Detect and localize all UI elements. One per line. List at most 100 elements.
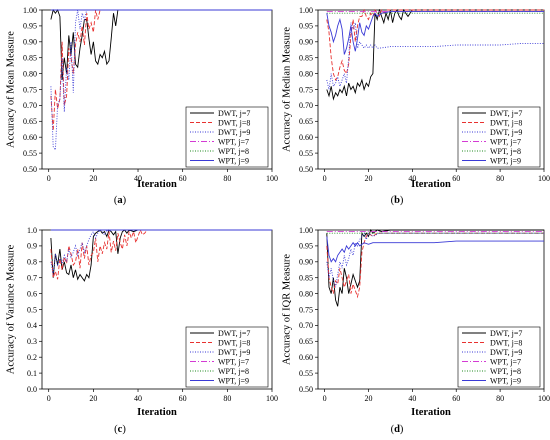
x-tick-label: 80 — [496, 394, 504, 403]
y-tick-label: 0.7 — [27, 274, 37, 283]
y-tick-label: 0.60 — [299, 133, 313, 142]
x-tick-label: 80 — [223, 174, 231, 183]
x-tick-label: 20 — [364, 394, 372, 403]
y-tick-label: 0.50 — [299, 385, 313, 394]
y-axis-label: Accuracy of Mean Measure — [5, 31, 16, 148]
legend-label: WPT, j=8 — [218, 147, 249, 156]
x-tick-label: 60 — [452, 174, 460, 183]
series-line-3 — [50, 229, 272, 275]
x-tick-label: 60 — [452, 394, 460, 403]
chart-panel-b: 0.50 0.55 0.60 0.65 0.70 0.75 0.80 0.85 0.90 0.95… — [281, 6, 550, 206]
x-tick-label: 100 — [266, 394, 278, 403]
legend-label: DWT, j=7 — [218, 109, 250, 118]
y-tick-label: 0.8 — [27, 258, 37, 267]
y-tick-label: 1.00 — [299, 226, 313, 235]
legend-label: DWT, j=9 — [490, 348, 522, 357]
y-tick-label: 0.80 — [299, 69, 313, 78]
y-tick-label: 1.00 — [299, 6, 313, 15]
y-tick-label: 0.60 — [299, 353, 313, 362]
legend-label: DWT, j=8 — [218, 338, 250, 347]
y-tick-label: 0.90 — [299, 258, 313, 267]
y-tick-label: 0.85 — [299, 54, 313, 63]
series-line-1 — [50, 229, 272, 282]
legend-box — [185, 106, 269, 168]
y-axis-label: Accuracy of Variance Measure — [5, 244, 16, 374]
y-tick-label: 0.95 — [299, 22, 313, 31]
series-line-3 — [326, 22, 544, 90]
y-tick-label: 0.1 — [27, 369, 37, 378]
x-tick-label: 100 — [538, 174, 550, 183]
y-tick-label: 0.65 — [299, 337, 313, 346]
legend-label: DWT, j=8 — [490, 338, 522, 347]
x-tick-label: 0 — [47, 394, 51, 403]
series-group — [326, 229, 544, 307]
x-tick-label: 100 — [266, 174, 278, 183]
series-group — [50, 229, 272, 282]
legend-label: DWT, j=7 — [218, 329, 250, 338]
y-tick-label: 0.75 — [299, 85, 313, 94]
legend-label: DWT, j=9 — [490, 128, 522, 137]
series-group — [50, 9, 272, 152]
legend-label: WPT, j=7 — [218, 137, 249, 146]
y-tick-label: 0.65 — [299, 117, 313, 126]
legend-label: DWT, j=9 — [218, 128, 250, 137]
y-tick-label: 0.75 — [23, 85, 37, 94]
y-tick-label: 0.50 — [299, 165, 313, 174]
y-tick-label: 0.55 — [299, 369, 313, 378]
legend-label: WPT, j=9 — [218, 156, 249, 165]
x-tick-label: 40 — [134, 394, 142, 403]
legend-label: DWT, j=7 — [490, 109, 522, 118]
panel-label: (b) — [391, 195, 404, 206]
legend-label: WPT, j=7 — [218, 357, 249, 366]
series-line-6 — [326, 11, 544, 55]
series-group — [326, 9, 544, 101]
series-line-1 — [326, 229, 544, 307]
x-tick-label: 40 — [408, 394, 416, 403]
y-tick-label: 0.60 — [23, 133, 37, 142]
y-tick-label: 1.00 — [23, 6, 37, 15]
panel-label: (d) — [391, 424, 404, 435]
y-tick-label: 0.70 — [23, 101, 37, 110]
legend-label: DWT, j=9 — [218, 348, 250, 357]
y-tick-label: 0.95 — [23, 22, 37, 31]
y-tick-label: 0.4 — [27, 321, 37, 330]
y-tick-label: 0.65 — [23, 117, 37, 126]
y-tick-label: 0.95 — [299, 242, 313, 251]
legend-box — [457, 326, 541, 388]
series-line-3 — [326, 232, 544, 288]
legend-box — [185, 326, 269, 388]
x-axis-label: Iteration — [411, 407, 451, 418]
series-line-2 — [326, 232, 544, 299]
x-tick-label: 20 — [364, 174, 372, 183]
series-line-6 — [326, 236, 544, 263]
legend-label: WPT, j=9 — [490, 156, 521, 165]
y-tick-label: 1.0 — [27, 226, 37, 235]
x-tick-label: 40 — [408, 174, 416, 183]
x-tick-label: 40 — [134, 174, 142, 183]
y-tick-label: 0.70 — [299, 101, 313, 110]
y-tick-label: 0.5 — [27, 305, 37, 314]
y-tick-label: 0.80 — [23, 69, 37, 78]
y-tick-label: 0.70 — [299, 321, 313, 330]
panel-label: (c) — [114, 424, 126, 435]
x-tick-label: 80 — [223, 394, 231, 403]
legend-label: WPT, j=8 — [490, 147, 521, 156]
y-tick-label: 0.80 — [299, 289, 313, 298]
y-tick-label: 0.75 — [299, 305, 313, 314]
y-tick-label: 0.85 — [23, 54, 37, 63]
x-axis-label: Iteration — [137, 407, 177, 418]
x-tick-label: 0 — [323, 394, 327, 403]
legend-label: WPT, j=9 — [490, 376, 521, 385]
y-tick-label: 0.90 — [23, 38, 37, 47]
chart-panel-a: 0.50 0.55 0.60 0.65 0.70 0.75 0.80 0.85 0.90 0.95… — [5, 6, 278, 206]
y-tick-label: 0.6 — [27, 289, 37, 298]
y-tick-label: 0.55 — [299, 149, 313, 158]
x-axis-label: Iteration — [411, 179, 451, 190]
legend-label: WPT, j=9 — [218, 376, 249, 385]
x-tick-label: 80 — [496, 174, 504, 183]
legend-label: DWT, j=7 — [490, 329, 522, 338]
y-tick-label: 0.50 — [23, 165, 37, 174]
legend-label: WPT, j=7 — [490, 137, 521, 146]
series-line-2 — [50, 229, 272, 280]
